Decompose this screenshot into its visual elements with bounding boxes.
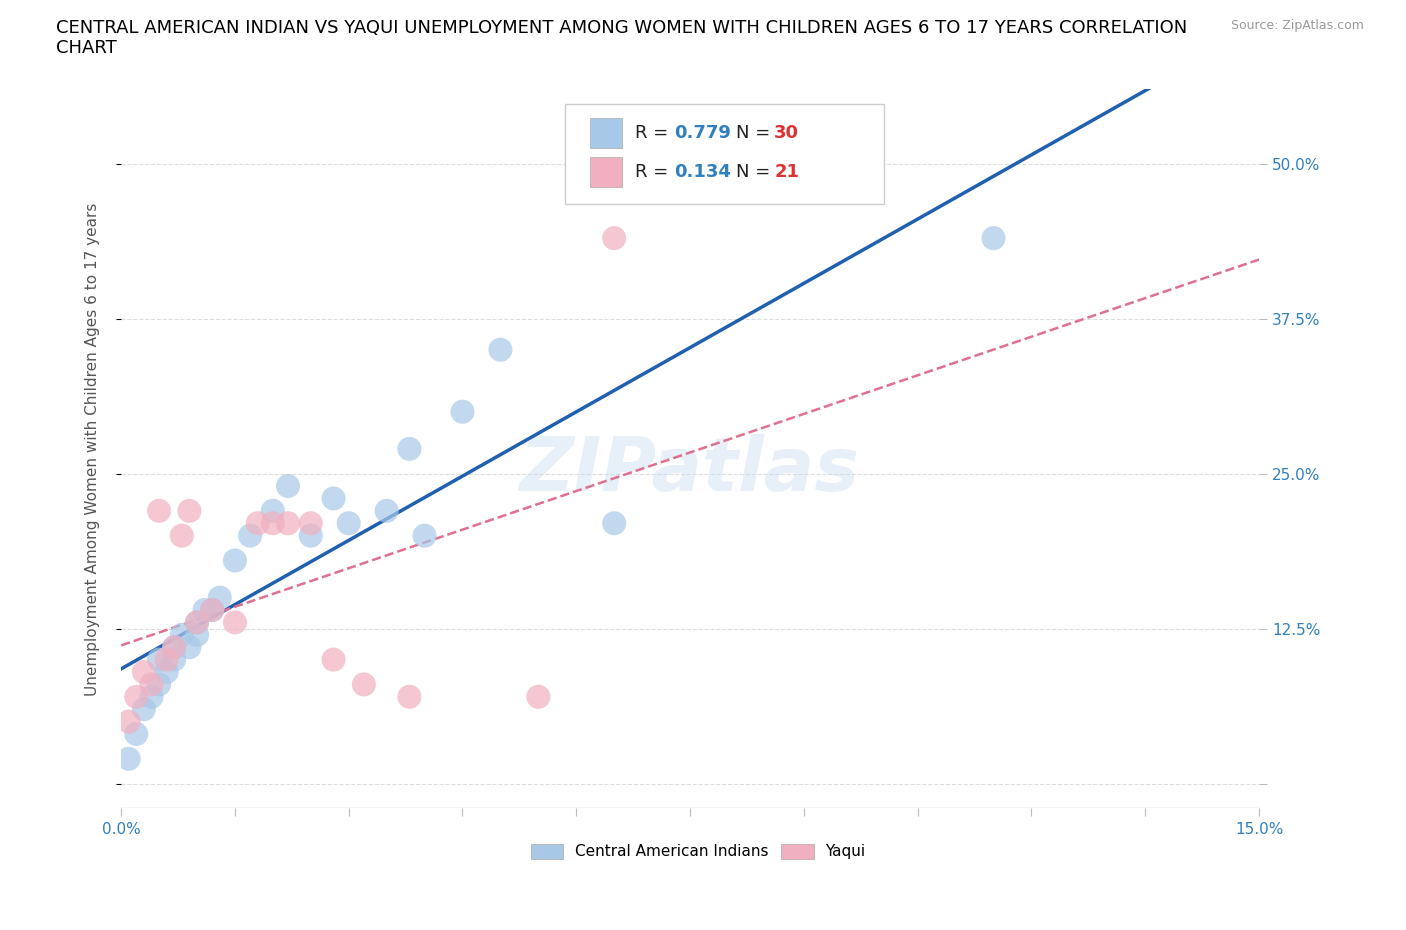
Point xyxy=(353,677,375,692)
Point xyxy=(125,689,148,704)
Text: N =: N = xyxy=(735,163,776,180)
Point xyxy=(451,405,474,419)
Point xyxy=(239,528,262,543)
Point xyxy=(398,689,420,704)
Text: N =: N = xyxy=(735,124,776,142)
Point xyxy=(262,516,284,531)
Text: CENTRAL AMERICAN INDIAN VS YAQUI UNEMPLOYMENT AMONG WOMEN WITH CHILDREN AGES 6 T: CENTRAL AMERICAN INDIAN VS YAQUI UNEMPLO… xyxy=(56,19,1188,58)
Point xyxy=(375,503,398,518)
Point xyxy=(299,516,322,531)
Text: ZIPatlas: ZIPatlas xyxy=(520,434,860,507)
Point xyxy=(186,615,208,630)
Text: Yaqui: Yaqui xyxy=(825,844,865,859)
Point xyxy=(125,726,148,741)
Point xyxy=(163,652,186,667)
Point xyxy=(170,528,193,543)
Point xyxy=(148,652,170,667)
Point xyxy=(224,615,246,630)
Point xyxy=(132,665,155,680)
Point xyxy=(170,628,193,643)
Point xyxy=(413,528,436,543)
Y-axis label: Unemployment Among Women with Children Ages 6 to 17 years: Unemployment Among Women with Children A… xyxy=(86,202,100,696)
Text: 0.134: 0.134 xyxy=(673,163,731,180)
FancyBboxPatch shape xyxy=(782,844,814,859)
Text: R =: R = xyxy=(636,124,675,142)
Point xyxy=(603,231,626,246)
Point xyxy=(132,702,155,717)
Text: Source: ZipAtlas.com: Source: ZipAtlas.com xyxy=(1230,19,1364,32)
Text: 21: 21 xyxy=(775,163,799,180)
Point xyxy=(118,751,141,766)
Point xyxy=(322,491,344,506)
Point xyxy=(603,516,626,531)
Point xyxy=(489,342,512,357)
Point xyxy=(156,665,179,680)
Point xyxy=(527,689,550,704)
Point xyxy=(262,503,284,518)
Point xyxy=(299,528,322,543)
Point xyxy=(141,689,163,704)
Point xyxy=(208,591,231,605)
FancyBboxPatch shape xyxy=(565,104,883,205)
Point xyxy=(337,516,360,531)
Text: R =: R = xyxy=(636,163,675,180)
Text: 0.779: 0.779 xyxy=(673,124,731,142)
Text: Central American Indians: Central American Indians xyxy=(575,844,768,859)
Point xyxy=(224,553,246,568)
Point xyxy=(983,231,1005,246)
Point xyxy=(194,603,217,618)
Point xyxy=(201,603,224,618)
Point xyxy=(246,516,269,531)
Point xyxy=(277,516,299,531)
Text: 30: 30 xyxy=(775,124,799,142)
Point xyxy=(186,615,208,630)
Point xyxy=(118,714,141,729)
Point xyxy=(163,640,186,655)
Point xyxy=(148,677,170,692)
Point xyxy=(141,677,163,692)
Point xyxy=(148,503,170,518)
Point xyxy=(179,640,201,655)
Point xyxy=(201,603,224,618)
Point xyxy=(186,628,208,643)
Point xyxy=(163,640,186,655)
Point xyxy=(322,652,344,667)
Point xyxy=(156,652,179,667)
Point xyxy=(179,503,201,518)
FancyBboxPatch shape xyxy=(591,118,621,148)
FancyBboxPatch shape xyxy=(591,156,621,187)
FancyBboxPatch shape xyxy=(531,844,564,859)
Point xyxy=(277,479,299,494)
Point xyxy=(398,442,420,457)
